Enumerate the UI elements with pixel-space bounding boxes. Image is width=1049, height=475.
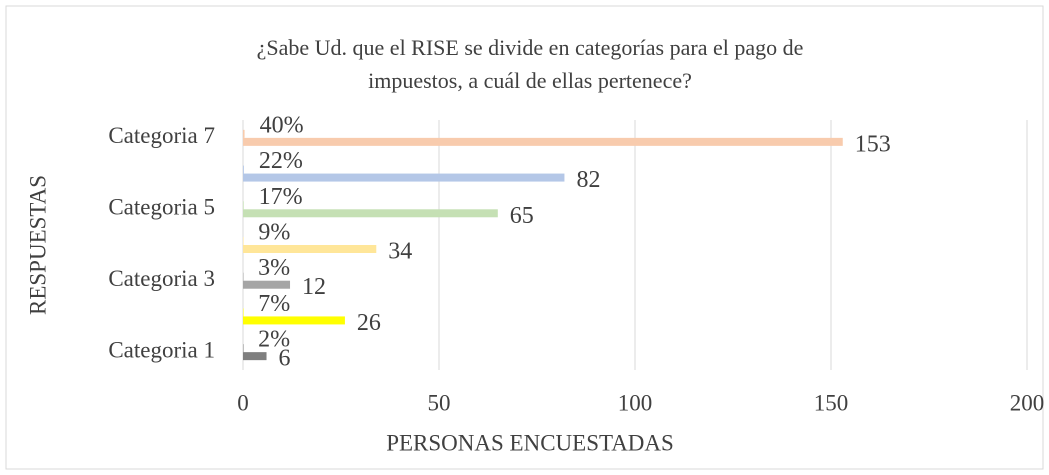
y-tick-label: Categoria 3 <box>108 266 215 291</box>
bar <box>243 129 245 138</box>
chart-border <box>5 5 1044 470</box>
data-label: 153 <box>855 131 891 157</box>
y-tick-label: Categoria 5 <box>108 195 215 220</box>
y-axis-title: RESPUESTAS <box>25 175 50 315</box>
data-label: 34 <box>388 239 412 265</box>
y-tick-label: Categoria 1 <box>108 337 215 362</box>
x-axis-title: PERSONAS ENCUESTADAS <box>386 430 674 455</box>
bar <box>243 316 345 325</box>
x-tick-label: 50 <box>428 390 451 415</box>
bar <box>243 173 565 182</box>
data-label: 12 <box>302 274 326 300</box>
data-label: 2% <box>258 327 290 353</box>
data-label: 22% <box>259 148 303 174</box>
x-tick-label: 150 <box>814 390 849 415</box>
bar <box>243 245 377 253</box>
x-tick-label: 200 <box>1010 390 1045 415</box>
data-label: 3% <box>258 255 290 281</box>
data-label: 6 <box>279 346 291 372</box>
data-label: 9% <box>258 220 290 246</box>
bar <box>243 352 267 361</box>
chart-title: ¿Sabe Ud. que el RISE se divide en categ… <box>257 35 804 60</box>
data-label: 65 <box>510 203 534 229</box>
bar <box>243 344 244 353</box>
bar <box>243 209 498 218</box>
data-label: 82 <box>576 167 600 193</box>
x-tick-label: 100 <box>618 390 653 415</box>
data-label: 26 <box>357 310 381 336</box>
bar <box>243 272 244 281</box>
bar <box>243 308 244 317</box>
chart-title: impuestos, a cuál de ellas pertenece? <box>368 68 692 93</box>
bar <box>243 137 843 146</box>
y-tick-label: Categoria 7 <box>108 123 215 148</box>
bar <box>243 237 244 245</box>
bar <box>243 280 291 289</box>
x-tick-label: 0 <box>237 390 249 415</box>
bar <box>243 201 244 210</box>
bar <box>243 165 244 174</box>
data-label: 40% <box>260 112 304 138</box>
data-label: 17% <box>259 184 303 210</box>
data-label: 7% <box>258 291 290 317</box>
